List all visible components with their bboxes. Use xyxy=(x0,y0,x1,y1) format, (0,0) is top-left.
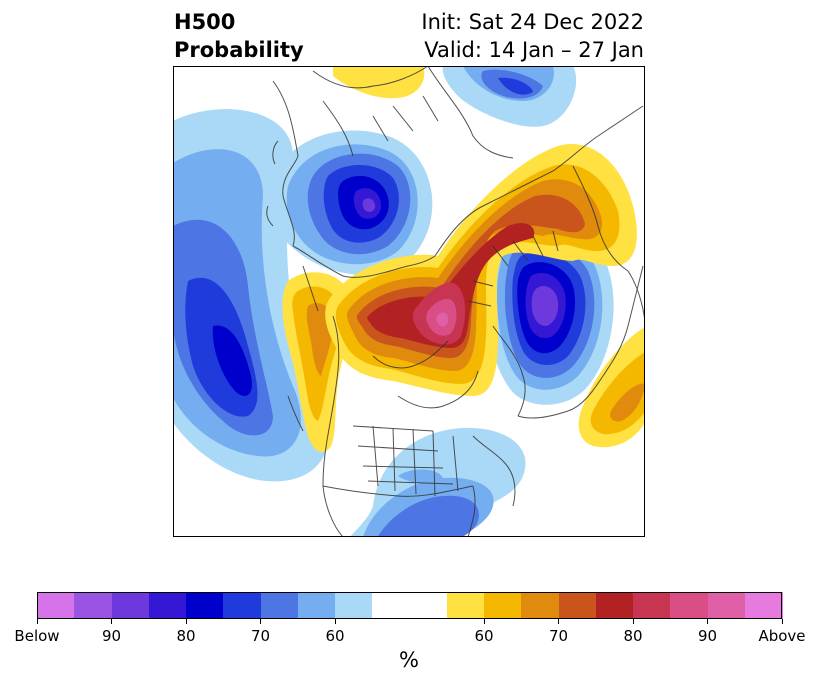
valid-range: Valid: 14 Jan – 27 Jan xyxy=(424,38,644,62)
colorbar-swatch xyxy=(37,592,75,619)
colorbar-tick xyxy=(707,619,708,624)
above-anomaly-arctic xyxy=(325,144,637,396)
colorbar-tick xyxy=(632,619,634,624)
colorbar-tick-label: 80 xyxy=(176,627,196,645)
colorbar-tick xyxy=(185,619,187,624)
colorbar-tick-label: 80 xyxy=(623,627,643,645)
below-anomaly-eastern-us xyxy=(349,427,526,537)
colorbar-tick xyxy=(260,619,261,624)
colorbar-swatch xyxy=(148,592,187,619)
colorbar-swatch xyxy=(372,592,411,619)
colorbar-tick xyxy=(36,619,38,624)
colorbar xyxy=(36,592,783,624)
date-info: Init: Sat 24 Dec 2022 Valid: 14 Jan – 27… xyxy=(421,8,644,64)
below-anomaly-siberia xyxy=(267,130,433,275)
colorbar-swatch xyxy=(484,592,522,619)
colorbar-tick-label: 70 xyxy=(548,627,569,645)
colorbar-swatch xyxy=(74,592,113,619)
colorbar-border xyxy=(37,592,782,619)
colorbar-swatch xyxy=(260,592,299,619)
variable-label: H500 xyxy=(174,10,236,34)
colorbar-tick xyxy=(111,619,112,624)
colorbar-swatch xyxy=(409,592,448,619)
above-anomaly-top xyxy=(333,66,425,99)
colorbar-swatch xyxy=(595,592,634,619)
colorbar-swatch xyxy=(335,592,373,619)
probability-map xyxy=(173,66,645,537)
colorbar-swatch xyxy=(558,592,597,619)
init-date: Init: Sat 24 Dec 2022 xyxy=(421,10,644,34)
colorbar-swatch xyxy=(521,592,560,619)
colorbar-tick-label: 90 xyxy=(697,627,718,645)
colorbar-tick-label: Below xyxy=(14,627,60,645)
colorbar-unit-label: % xyxy=(399,648,419,672)
below-anomaly-arctic-north xyxy=(442,66,577,127)
coastlines-and-borders xyxy=(266,66,645,537)
colorbar-tick-label: 60 xyxy=(474,627,494,645)
below-anomaly-europe xyxy=(486,223,614,405)
colorbar-swatch xyxy=(223,592,262,619)
product-label: Probability xyxy=(174,38,304,62)
colorbar-swatch xyxy=(446,592,485,619)
colorbar-swatch xyxy=(111,592,150,619)
colorbar-tick-label: 70 xyxy=(250,627,271,645)
colorbar-tick xyxy=(334,619,336,624)
colorbar-tick-label: 90 xyxy=(101,627,122,645)
colorbar-swatch xyxy=(670,592,709,619)
colorbar-swatch xyxy=(297,592,336,619)
colorbar-tick-label: Above xyxy=(758,627,806,645)
colorbar-tick xyxy=(558,619,559,624)
colorbar-swatch xyxy=(707,592,746,619)
colorbar-swatch xyxy=(186,592,224,619)
colorbar-swatch xyxy=(744,592,783,619)
chart-title: H500 Probability xyxy=(174,8,304,64)
colorbar-tick-label: 60 xyxy=(325,627,345,645)
above-anomaly-eastern-atlantic xyxy=(578,327,645,448)
colorbar-tick xyxy=(781,619,783,624)
colorbar-swatch xyxy=(633,592,671,619)
map-canvas xyxy=(173,66,645,537)
below-anomaly-north-pacific xyxy=(173,109,330,482)
colorbar-tick xyxy=(483,619,485,624)
